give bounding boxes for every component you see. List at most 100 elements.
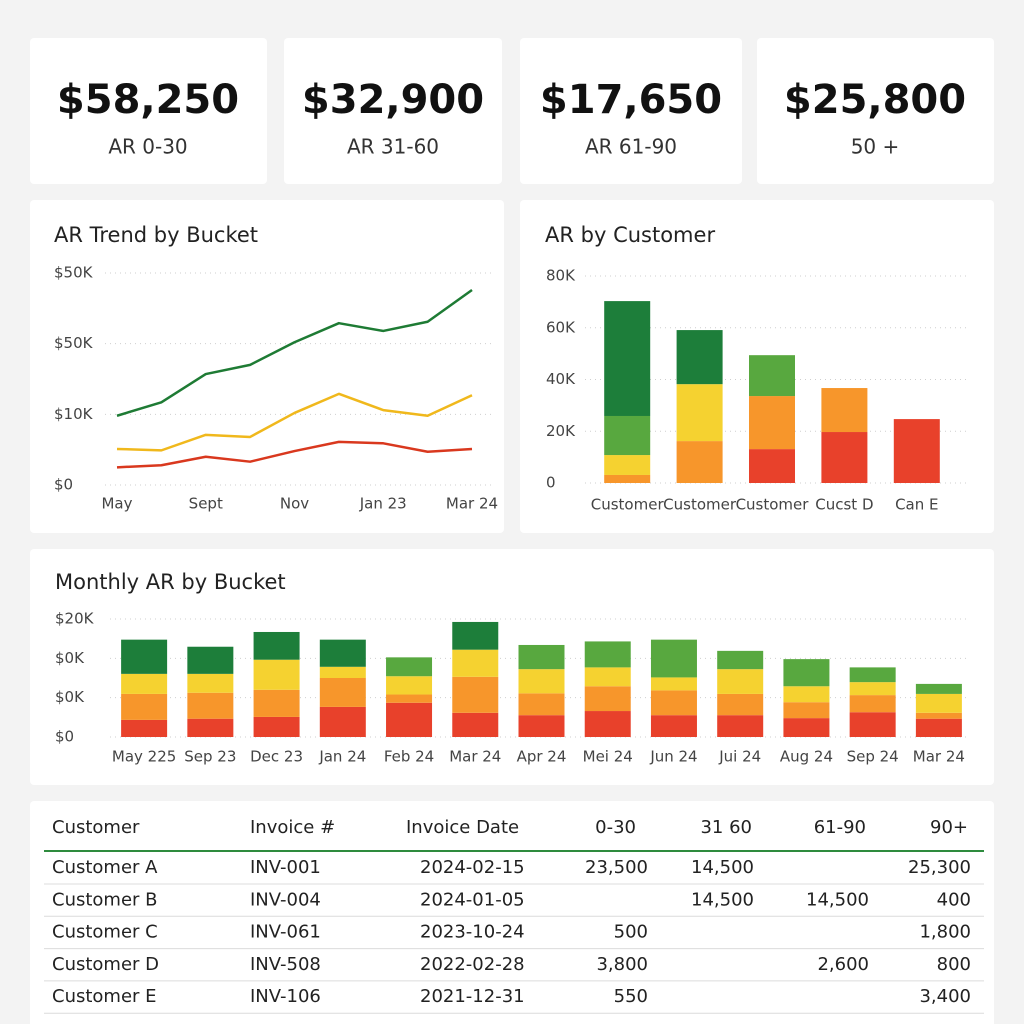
bar-segment	[121, 673, 168, 694]
x-tick-label: Mei 24	[583, 748, 633, 766]
table-cell: INV-508	[250, 954, 321, 975]
bar-segment	[386, 694, 433, 703]
bar-segment	[915, 683, 962, 694]
x-tick-label: Customer	[736, 496, 810, 514]
bar-segment	[749, 355, 795, 397]
table-cell: 800	[937, 954, 971, 975]
bar-segment	[676, 330, 723, 385]
column-header: 31 60	[700, 817, 752, 838]
table-cell: Customer E	[52, 986, 157, 1007]
table-cell: 14,500	[691, 889, 754, 910]
x-tick-label: Cucst D	[815, 496, 873, 514]
table-cell: 400	[937, 889, 971, 910]
x-tick-label: May	[101, 495, 132, 513]
table-cell: 500	[614, 922, 648, 943]
chart-title: AR Trend by Bucket	[54, 223, 258, 247]
bar-segment	[187, 718, 234, 737]
x-tick-label: Customer	[663, 496, 737, 514]
kpi-card	[284, 38, 502, 184]
bar-segment	[452, 649, 499, 677]
kpi-label: 50 +	[851, 135, 900, 159]
column-header: Invoice #	[250, 817, 335, 838]
bar-segment	[584, 711, 631, 737]
bar-segment	[584, 686, 631, 712]
bar-segment	[319, 666, 366, 678]
bar-segment	[783, 686, 830, 703]
y-tick-label: $50K	[54, 264, 94, 282]
bar-segment	[187, 692, 234, 719]
y-tick-label: $10K	[54, 405, 94, 423]
table-cell: INV-004	[250, 889, 321, 910]
x-tick-label: Customer	[591, 496, 665, 514]
kpi-label: AR 31-60	[347, 135, 439, 159]
bar-segment	[386, 702, 433, 737]
kpi-card	[757, 38, 994, 184]
x-tick-label: Jan 23	[359, 495, 407, 513]
y-tick-label: $50K	[54, 334, 94, 352]
bar-segment	[319, 678, 366, 707]
kpi-label: AR 61-90	[585, 135, 677, 159]
y-tick-label: $0K	[55, 688, 85, 706]
table-cell: INV-001	[250, 857, 321, 878]
x-tick-label: Jun 24	[649, 748, 697, 766]
table-cell: Customer A	[52, 857, 158, 878]
bar-segment	[650, 715, 697, 737]
chart-title: AR by Customer	[545, 223, 715, 247]
table-card	[30, 801, 994, 1024]
bar-segment	[849, 667, 896, 683]
x-tick-label: Jan 24	[318, 748, 366, 766]
chart-title: Monthly AR by Bucket	[55, 570, 286, 594]
x-tick-label: Sept	[189, 495, 223, 513]
bar-segment	[717, 650, 764, 670]
bar-segment	[821, 432, 868, 483]
table-cell: 14,500	[691, 857, 754, 878]
kpi-value: $25,800	[784, 77, 966, 123]
x-tick-label: Feb 24	[384, 748, 434, 766]
y-tick-label: 20K	[546, 422, 576, 440]
bar-segment	[915, 718, 962, 737]
bar-segment	[452, 621, 499, 650]
column-header: 61-90	[814, 817, 866, 838]
bar-segment	[650, 677, 697, 691]
bar-segment	[452, 676, 499, 713]
y-tick-label: 80K	[546, 267, 576, 285]
bar-segment	[319, 639, 366, 667]
x-tick-label: May 225	[112, 748, 176, 766]
bar-segment	[187, 673, 234, 693]
x-tick-label: Mar 24	[446, 495, 498, 513]
kpi-card	[30, 38, 267, 184]
table-cell: 2022-02-28	[420, 954, 525, 975]
table-cell: 2021-12-31	[420, 986, 525, 1007]
kpi-value: $17,650	[540, 77, 722, 123]
table-cell: 3,400	[919, 986, 971, 1007]
x-tick-label: Mar 24	[449, 748, 501, 766]
bar-segment	[518, 644, 565, 670]
bar-segment	[253, 659, 300, 690]
bar-segment	[604, 455, 651, 475]
column-header: 0-30	[595, 817, 636, 838]
line	[116, 440, 473, 469]
table-cell: 23,500	[585, 857, 648, 878]
table-cell: 25,300	[908, 857, 971, 878]
bar-segment	[676, 441, 723, 483]
bar-segment	[717, 669, 764, 694]
column-header: Invoice Date	[406, 817, 519, 838]
y-tick-label: 0	[546, 474, 556, 492]
table-cell: 2023-10-24	[420, 922, 525, 943]
kpi-value: $58,250	[57, 77, 239, 123]
bar-segment	[915, 712, 962, 719]
bar-segment	[849, 712, 896, 737]
bar-segment	[821, 388, 868, 433]
y-tick-label: $0	[54, 476, 73, 494]
table-cell: 2024-02-15	[420, 857, 525, 878]
bar-segment	[121, 693, 168, 720]
x-tick-label: Can E	[895, 496, 938, 514]
y-tick-label: $0K	[55, 649, 85, 667]
bar-segment	[584, 641, 631, 668]
bar-segment	[749, 449, 795, 483]
kpi-value: $32,900	[302, 77, 484, 123]
bar-segment	[783, 659, 830, 687]
bar-segment	[518, 715, 565, 737]
bar-segment	[749, 396, 795, 450]
bar-segment	[452, 712, 499, 737]
